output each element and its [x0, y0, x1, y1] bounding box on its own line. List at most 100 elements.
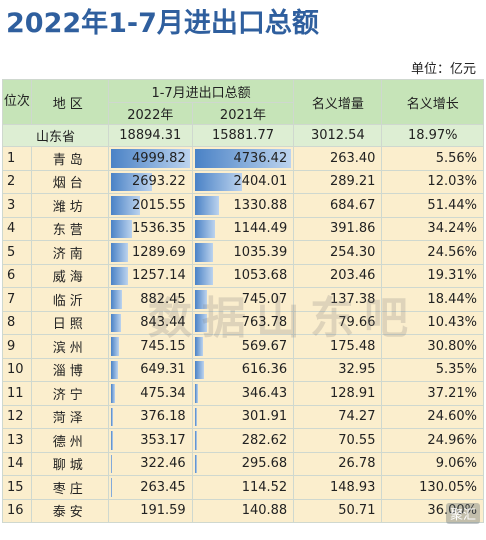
row-rank: 1: [2, 146, 32, 171]
table-row: 6 威海 1257.14 1053.68 203.46 19.31%: [2, 263, 484, 288]
row-growth: 18.44%: [381, 287, 484, 312]
row-region: 枣庄: [30, 475, 109, 500]
row-value-2022: 263.45: [140, 479, 186, 495]
row-growth: 19.31%: [381, 263, 484, 288]
row-value-2021-bar: [194, 290, 207, 309]
row-value-2022-bar: [110, 384, 115, 403]
row-region: 德州: [30, 428, 109, 453]
row-region: 青岛: [30, 146, 109, 171]
row-value-2021-bar: [194, 196, 219, 215]
row-value-2021-bar: [194, 407, 198, 426]
row-value-2021-bar: [194, 384, 199, 403]
row-growth: 30.80%: [381, 334, 484, 359]
row-rank: 16: [2, 498, 32, 523]
row-value-2021-cell: 616.36: [191, 357, 295, 382]
row-increase: 263.40: [293, 146, 383, 171]
table-row: 7 临沂 882.45 745.07 137.38 18.44%: [2, 287, 484, 312]
row-value-2021-cell: 569.67: [191, 334, 295, 359]
row-region: 东营: [30, 216, 109, 241]
header-group: 1-7月进出口总额: [107, 79, 295, 103]
trade-table: 位次 地区 1-7月进出口总额 名义增量 名义增长 2022年 2021年 山东…: [2, 79, 484, 523]
row-increase: 70.55: [293, 428, 383, 453]
row-value-2022-bar: [110, 243, 129, 262]
total-2022: 18894.31: [107, 124, 193, 147]
row-value-2022: 1257.14: [131, 268, 186, 284]
page-title: 2022年1-7月进出口总额: [6, 8, 319, 39]
row-rank: 11: [2, 381, 32, 406]
row-value-2022: 1289.69: [131, 244, 186, 260]
row-value-2021-cell: 745.07: [191, 287, 295, 312]
row-value-2021-bar: [194, 172, 242, 191]
total-row: 山东省 18894.31 15881.77 3012.54 18.97%: [2, 124, 484, 147]
row-region: 济南: [30, 240, 109, 265]
row-value-2022: 4999.82: [131, 150, 186, 166]
row-value-2022: 191.59: [140, 503, 186, 519]
row-value-2021: 1330.88: [233, 197, 288, 213]
row-value-2022: 322.46: [140, 456, 186, 472]
row-region: 临沂: [30, 287, 109, 312]
row-value-2022-cell: 745.15: [107, 334, 193, 359]
row-value-2022-bar: [110, 313, 121, 332]
row-region: 烟台: [30, 169, 109, 194]
row-rank: 7: [2, 287, 32, 312]
row-value-2022-cell: 4999.82: [107, 146, 193, 171]
row-value-2021-cell: 301.91: [191, 404, 295, 429]
row-value-2022: 649.31: [140, 362, 186, 378]
table-row: 14 聊城 322.46 295.68 26.78 9.06%: [2, 451, 484, 476]
row-growth: 51.44%: [381, 193, 484, 218]
row-value-2022-cell: 376.18: [107, 404, 193, 429]
row-value-2022-cell: 843.44: [107, 310, 193, 335]
row-value-2021: 745.07: [241, 291, 288, 307]
row-value-2022: 843.44: [140, 315, 186, 331]
row-value-2022-cell: 353.17: [107, 428, 193, 453]
row-value-2022-cell: 191.59: [107, 498, 193, 523]
row-value-2022-cell: 2015.55: [107, 193, 193, 218]
row-region: 威海: [30, 263, 109, 288]
row-value-2021-cell: 1330.88: [191, 193, 295, 218]
row-value-2022-cell: 475.34: [107, 381, 193, 406]
row-value-2022-bar: [110, 407, 114, 426]
row-region: 淄博: [30, 357, 109, 382]
row-rank: 6: [2, 263, 32, 288]
row-increase: 137.38: [293, 287, 383, 312]
row-increase: 50.71: [293, 498, 383, 523]
row-value-2021-cell: 1035.39: [191, 240, 295, 265]
row-increase: 74.27: [293, 404, 383, 429]
row-rank: 13: [2, 428, 32, 453]
table-row: 2 烟台 2693.22 2404.01 289.21 12.03%: [2, 169, 484, 194]
row-value-2022-bar: [110, 219, 133, 238]
row-increase: 26.78: [293, 451, 383, 476]
table-row: 13 德州 353.17 282.62 70.55 24.96%: [2, 428, 484, 453]
row-growth: 10.43%: [381, 310, 484, 335]
row-growth: 5.56%: [381, 146, 484, 171]
row-value-2022: 475.34: [140, 385, 186, 401]
header-growth: 名义增长: [381, 79, 484, 125]
row-value-2022-bar: [110, 266, 128, 285]
row-rank: 5: [2, 240, 32, 265]
row-region: 日照: [30, 310, 109, 335]
row-growth: 24.60%: [381, 404, 484, 429]
row-value-2021-bar: [194, 243, 213, 262]
row-rank: 10: [2, 357, 32, 382]
table-row: 15 枣庄 263.45 114.52 148.93 130.05%: [2, 475, 484, 500]
row-value-2021: 346.43: [241, 385, 288, 401]
row-value-2021: 140.88: [241, 503, 288, 519]
row-value-2022-cell: 1536.35: [107, 216, 193, 241]
row-value-2022: 376.18: [140, 409, 186, 425]
total-2021: 15881.77: [191, 124, 295, 147]
row-value-2021-cell: 763.78: [191, 310, 295, 335]
row-value-2021-bar: [194, 219, 215, 238]
row-region: 潍坊: [30, 193, 109, 218]
row-value-2021: 569.67: [241, 338, 288, 354]
row-value-2022-bar: [110, 454, 113, 473]
row-value-2021-cell: 140.88: [191, 498, 295, 523]
row-increase: 254.30: [293, 240, 383, 265]
row-value-2021-bar: [194, 266, 214, 285]
row-region: 聊城: [30, 451, 109, 476]
row-value-2021: 616.36: [241, 362, 288, 378]
row-region: 泰安: [30, 498, 109, 523]
corner-logo: 聚汇: [445, 503, 480, 524]
table-row: 16 泰安 191.59 140.88 50.71 36.00%: [2, 498, 484, 523]
row-value-2021: 1035.39: [233, 244, 288, 260]
row-value-2021-cell: 2404.01: [191, 169, 295, 194]
